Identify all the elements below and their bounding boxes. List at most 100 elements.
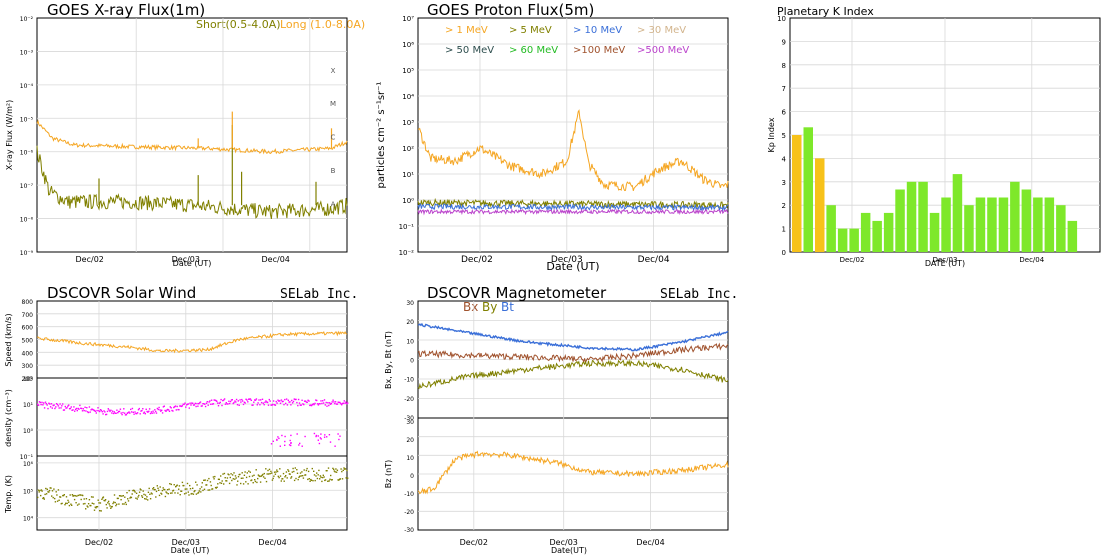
xray-xtick: Dec/03 xyxy=(172,255,200,264)
wind-temp-point xyxy=(96,506,98,508)
wind-temp-point xyxy=(147,491,150,493)
wind-density-point xyxy=(63,409,66,411)
wind-temp-point xyxy=(312,480,314,482)
wind-density-point xyxy=(241,400,244,402)
wind-temp-point xyxy=(219,482,221,484)
wind-temp-point xyxy=(209,489,211,491)
wind-temp-point xyxy=(260,475,262,477)
wind-density-point xyxy=(254,399,257,401)
wind-temp-point xyxy=(88,499,91,501)
wind-temp-point xyxy=(191,492,193,495)
wind-temp-point xyxy=(251,479,253,481)
wind-temp-point xyxy=(221,480,223,482)
wind-density-point xyxy=(262,402,264,404)
wind-temp-point xyxy=(164,495,167,498)
wind-density-point xyxy=(64,405,66,408)
wind-density-point xyxy=(297,404,299,407)
wind-temp-point xyxy=(306,467,308,470)
wind-temp-point xyxy=(277,475,279,478)
wind-temp-point xyxy=(67,499,69,502)
wind-density-point xyxy=(260,399,262,401)
wind-density-point xyxy=(295,398,297,401)
wind-temp-point xyxy=(121,503,124,505)
wind-temp-point xyxy=(134,491,136,493)
wind-density-point xyxy=(251,404,253,406)
kp-ytick: 4 xyxy=(782,155,787,163)
wind-density-point xyxy=(78,408,80,410)
wind-density-point xyxy=(101,411,103,413)
wind-density-point xyxy=(76,409,78,412)
wind-density-point xyxy=(106,410,109,413)
wind-density-point xyxy=(313,432,316,435)
wind-temp-point xyxy=(166,492,168,494)
wind-temp-point xyxy=(267,469,269,472)
proton-legend-item: >100 MeV xyxy=(573,45,626,56)
proton-legend-item: > 50 MeV xyxy=(445,45,495,56)
wind-temp-point xyxy=(264,477,266,479)
kp-bar xyxy=(998,197,1009,252)
wind-density-point xyxy=(250,399,252,401)
mag-xtick: Dec/03 xyxy=(550,538,578,547)
wind-density-point xyxy=(151,412,153,414)
wind-density-point xyxy=(38,401,41,403)
proton-1mev-series xyxy=(418,109,729,192)
xray-ytick: 10⁻⁹ xyxy=(20,250,34,257)
wind-temp-point xyxy=(259,475,261,478)
wind-temp-point xyxy=(294,467,296,469)
wind-density-point xyxy=(98,410,100,412)
wind-density-point xyxy=(244,402,246,404)
wind-temp-point xyxy=(195,493,198,495)
wind-temp-point xyxy=(286,477,288,479)
wind-density-point xyxy=(60,407,62,409)
wind-temp-point xyxy=(223,483,225,485)
wind-density-point xyxy=(82,408,84,410)
wind-density-point xyxy=(72,409,74,411)
wind-density-point xyxy=(191,402,193,404)
wind-density-point xyxy=(298,444,300,446)
wind-density-point xyxy=(248,398,250,400)
wind-temp-point xyxy=(99,510,101,512)
wind-density-point xyxy=(296,433,298,435)
wind-density-point xyxy=(328,404,330,407)
wind-density-point xyxy=(223,399,225,401)
wind-density-point xyxy=(139,413,141,415)
wind-speed-ytick: 800 xyxy=(22,299,34,306)
wind-density-point xyxy=(147,411,149,413)
wind-temp-point xyxy=(53,488,55,490)
wind-density-point xyxy=(86,411,89,413)
wind-density-point xyxy=(204,403,206,405)
wind-density-point xyxy=(289,439,291,442)
wind-temp-point xyxy=(73,494,75,497)
wind-temp-point xyxy=(62,494,65,497)
wind-density-point xyxy=(282,400,284,403)
wind-density-point xyxy=(159,409,161,411)
wind-temp-point xyxy=(248,470,250,472)
wind-temp-point xyxy=(197,491,200,494)
wind-temp-ytick: 10⁵ xyxy=(23,488,34,495)
wind-density-point xyxy=(328,434,331,436)
wind-density-point xyxy=(77,407,79,410)
wind-temp-point xyxy=(263,472,265,475)
wind-density-point xyxy=(51,407,53,409)
xray-class-label: B xyxy=(331,167,336,175)
wind-temp-point xyxy=(292,467,294,470)
wind-temp-point xyxy=(262,476,265,478)
wind-density-point xyxy=(225,402,227,404)
wind-temp-point xyxy=(159,486,161,488)
wind-temp-point xyxy=(65,502,67,504)
wind-density-point xyxy=(305,401,308,403)
wind-temp-point xyxy=(289,473,291,475)
wind-density-point xyxy=(230,399,233,401)
wind-density-point xyxy=(186,403,189,405)
wind-density-point xyxy=(111,410,114,412)
wind-temp-point xyxy=(168,488,170,490)
wind-density-point xyxy=(61,405,63,407)
wind-temp-point xyxy=(113,501,115,503)
wind-xlabel: Date (UT) xyxy=(171,546,210,555)
wind-density-point xyxy=(173,406,175,409)
wind-temp-point xyxy=(271,479,274,481)
wind-density-point xyxy=(279,445,281,447)
wind-density-point xyxy=(178,409,180,411)
wind-density-point xyxy=(203,403,205,405)
wind-density-point xyxy=(110,409,112,411)
